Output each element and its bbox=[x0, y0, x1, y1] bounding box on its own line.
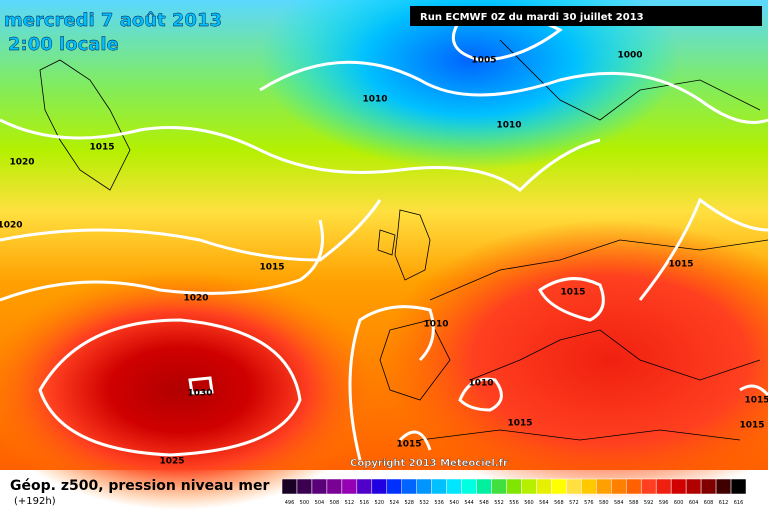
isobar-label: 1000 bbox=[617, 51, 642, 61]
legend-swatch bbox=[715, 478, 732, 495]
legend-swatch bbox=[640, 478, 657, 495]
legend-label: 596 bbox=[659, 500, 669, 506]
isobar-label: 1015 bbox=[89, 143, 114, 153]
isobar-label: 1025 bbox=[159, 457, 184, 467]
legend-label: 520 bbox=[375, 500, 385, 506]
legend-label: 600 bbox=[674, 500, 684, 506]
legend-swatch bbox=[341, 478, 358, 495]
legend-swatch bbox=[386, 478, 402, 495]
legend-label: 604 bbox=[689, 500, 699, 506]
legend-label: 580 bbox=[599, 500, 609, 506]
legend-swatch bbox=[371, 478, 388, 495]
legend-label: 540 bbox=[449, 500, 459, 506]
legend-label: 508 bbox=[330, 500, 340, 506]
legend-label: 516 bbox=[360, 500, 370, 506]
isobar-label: 1010 bbox=[362, 95, 387, 105]
coastlines bbox=[39, 39, 768, 441]
legend-swatch bbox=[476, 478, 492, 495]
legend-swatch bbox=[491, 478, 507, 495]
legend-label: 560 bbox=[524, 500, 534, 506]
isobar-label: 1010 bbox=[496, 121, 521, 131]
legend-swatch bbox=[551, 478, 567, 495]
legend-label: 608 bbox=[704, 500, 714, 506]
legend-swatch bbox=[461, 478, 477, 495]
isobar-label: 1015 bbox=[507, 419, 532, 429]
legend-label: 564 bbox=[539, 500, 549, 506]
legend-label: 524 bbox=[389, 500, 399, 506]
legend-label: 496 bbox=[285, 500, 295, 506]
legend-label: 592 bbox=[644, 500, 654, 506]
legend-label: 504 bbox=[315, 500, 325, 506]
legend-label: 532 bbox=[419, 500, 429, 506]
isobar-label: 1015 bbox=[259, 263, 284, 273]
legend-label: 548 bbox=[479, 500, 489, 506]
legend-swatch bbox=[626, 478, 642, 495]
isobars bbox=[0, 10, 768, 461]
isobar-label: 1015 bbox=[668, 260, 693, 270]
legend-label: 576 bbox=[584, 500, 594, 506]
legend-label: 588 bbox=[629, 500, 639, 506]
legend-swatch bbox=[730, 478, 747, 495]
isobar-label: 1030 bbox=[187, 389, 212, 399]
high-pressure-area bbox=[380, 220, 768, 500]
isobar-label: 1010 bbox=[468, 379, 493, 389]
isobar-label: 1020 bbox=[183, 294, 208, 304]
legend-swatch bbox=[700, 478, 717, 495]
lead-time: (+192h) bbox=[14, 496, 56, 507]
run-info: Run ECMWF 0Z du mardi 30 juillet 2013 bbox=[420, 12, 644, 23]
legend-swatch bbox=[356, 478, 373, 495]
legend-label: 552 bbox=[494, 500, 504, 506]
legend-swatch bbox=[446, 478, 462, 495]
color-legend: 496 500 504 508 512 516 520 524 528 532 536 540 544 5… bbox=[281, 478, 747, 506]
legend-label: 556 bbox=[509, 500, 519, 506]
legend-label: 584 bbox=[614, 500, 624, 506]
legend-label: 512 bbox=[345, 500, 355, 506]
legend-label: 536 bbox=[434, 500, 444, 506]
legend-label: 500 bbox=[300, 500, 310, 506]
product-title: Géop. z500, pression niveau mer bbox=[10, 478, 269, 494]
low-pressure-area bbox=[260, 0, 680, 170]
legend-swatch bbox=[431, 478, 447, 495]
legend-swatch bbox=[296, 478, 313, 495]
legend-swatch bbox=[326, 478, 343, 495]
legend-swatch bbox=[670, 478, 687, 495]
legend-swatch bbox=[536, 478, 552, 495]
legend-swatch bbox=[566, 478, 582, 495]
legend-label: 528 bbox=[404, 500, 414, 506]
isobar-label: 1015 bbox=[739, 421, 764, 431]
isobar-labels: 1005 1000 1010 1010 1015 1020 1020 1015 1020 1015… bbox=[0, 51, 768, 467]
legend-swatch bbox=[596, 478, 612, 495]
legend-swatch bbox=[416, 478, 432, 495]
isobar-label: 1015 bbox=[744, 396, 768, 406]
legend-swatch bbox=[506, 478, 522, 495]
legend-swatch bbox=[581, 478, 597, 495]
legend-swatch bbox=[281, 478, 298, 495]
legend-swatch bbox=[611, 478, 627, 495]
isobar-label: 1020 bbox=[9, 158, 34, 168]
legend-label: 572 bbox=[569, 500, 579, 506]
forecast-time: 2:00 locale bbox=[8, 34, 119, 55]
legend-swatch bbox=[685, 478, 702, 495]
legend-swatch bbox=[401, 478, 417, 495]
legend-swatch bbox=[311, 478, 328, 495]
isobar-label: 1010 bbox=[423, 320, 448, 330]
legend-swatch bbox=[521, 478, 537, 495]
legend-label: 616 bbox=[734, 500, 744, 506]
copyright: Copyright 2013 Meteociel.fr bbox=[350, 458, 508, 469]
isobar-label: 1005 bbox=[471, 56, 496, 66]
isobar-label: 1015 bbox=[396, 440, 421, 450]
legend-label: 544 bbox=[464, 500, 474, 506]
run-box bbox=[410, 6, 762, 26]
legend-label: 612 bbox=[719, 500, 729, 506]
isobar-label: 1015 bbox=[560, 288, 585, 298]
legend-label: 568 bbox=[554, 500, 564, 506]
forecast-date: mercredi 7 août 2013 bbox=[4, 10, 222, 31]
legend-swatch bbox=[655, 478, 672, 495]
high-pressure-area bbox=[0, 270, 380, 510]
isobar-label: 1020 bbox=[0, 221, 23, 231]
